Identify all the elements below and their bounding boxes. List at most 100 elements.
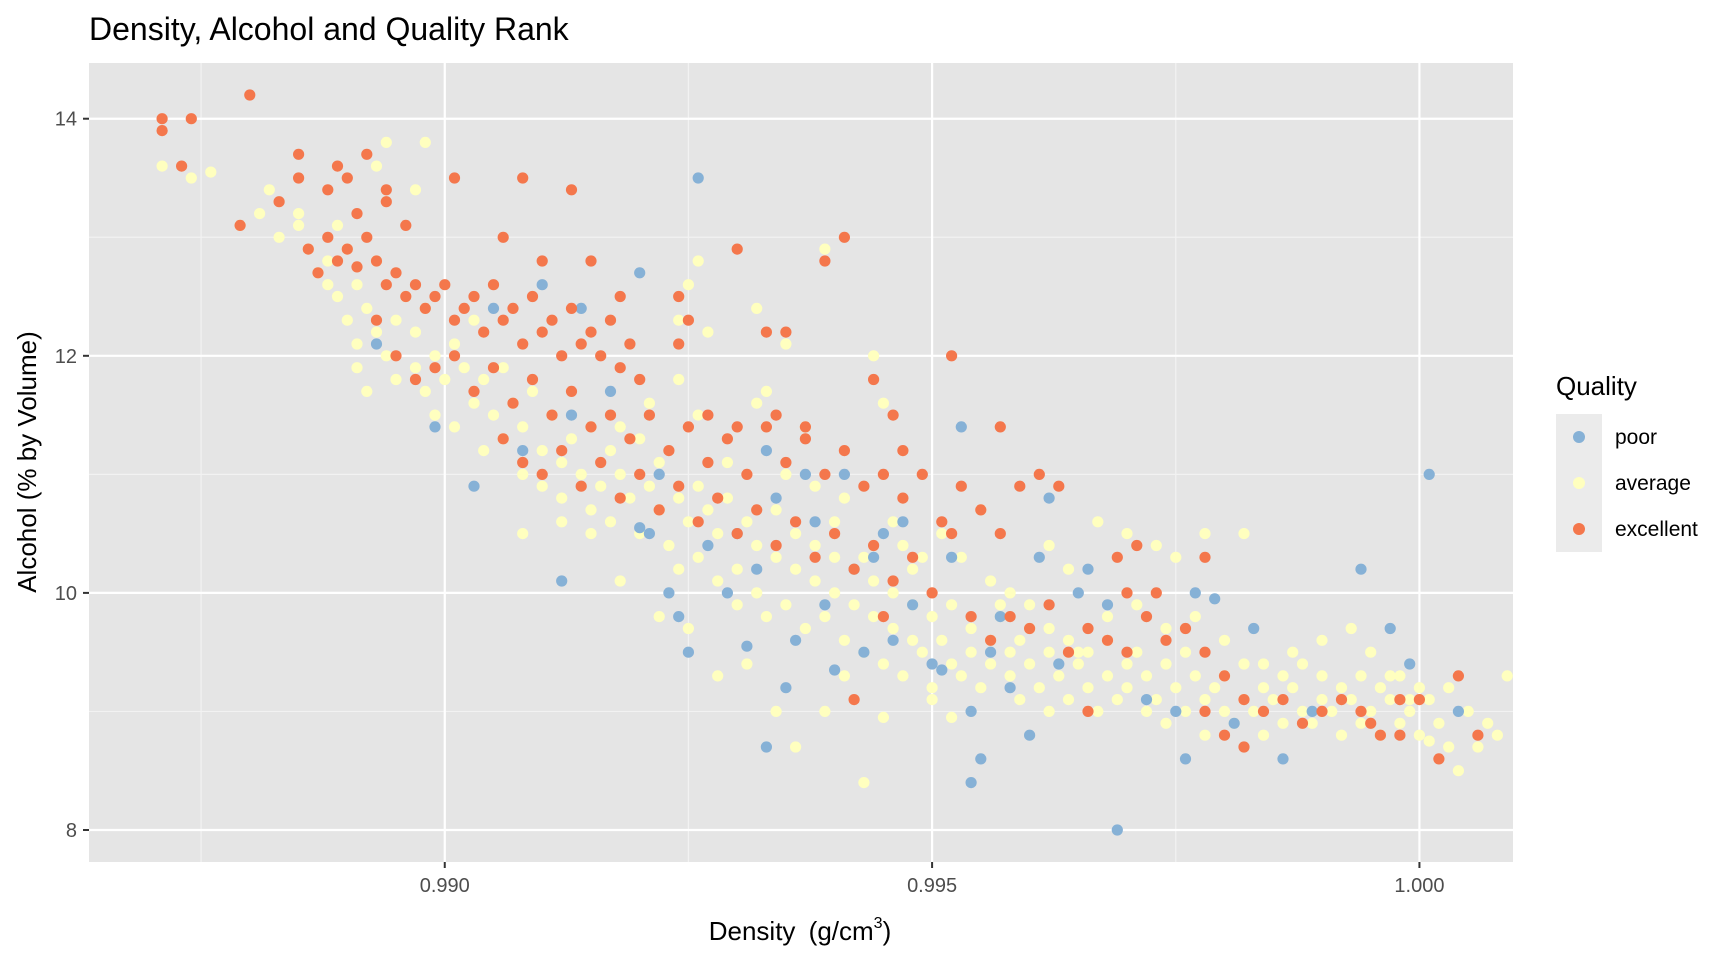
data-point-excellent xyxy=(614,492,626,504)
data-point-poor xyxy=(517,445,529,457)
data-point-average xyxy=(1365,705,1377,718)
data-point-poor xyxy=(575,302,587,314)
data-point-average xyxy=(322,279,334,291)
data-point-poor xyxy=(692,172,704,184)
data-point-average xyxy=(702,326,714,338)
legend-title: Quality xyxy=(1556,371,1637,401)
legend-item-average: average xyxy=(1556,460,1691,506)
plot-panel xyxy=(89,63,1513,862)
data-point-excellent xyxy=(1121,646,1133,658)
data-point-poor xyxy=(536,279,548,291)
data-point-excellent xyxy=(507,397,519,409)
data-point-excellent xyxy=(361,231,373,243)
data-point-average xyxy=(1189,670,1201,682)
data-point-poor xyxy=(838,468,851,480)
data-point-excellent xyxy=(293,148,305,160)
data-point-average xyxy=(1043,705,1055,718)
data-point-excellent xyxy=(487,279,500,291)
data-point-average xyxy=(1423,694,1435,706)
data-point-average xyxy=(556,516,568,528)
data-point-excellent xyxy=(1004,611,1016,623)
data-point-excellent xyxy=(634,373,646,386)
data-point-average xyxy=(887,516,899,528)
data-point-excellent xyxy=(536,255,548,267)
data-point-average xyxy=(907,563,919,575)
data-point-excellent xyxy=(897,492,909,504)
data-point-poor xyxy=(897,516,909,528)
data-point-excellent xyxy=(302,243,314,255)
data-point-excellent xyxy=(868,373,880,386)
points-layer xyxy=(156,89,1513,836)
data-point-excellent xyxy=(585,421,597,433)
data-point-average xyxy=(380,136,392,148)
data-point-average xyxy=(1355,717,1367,729)
data-point-average xyxy=(887,622,899,635)
data-point-average xyxy=(1131,646,1143,658)
data-point-average xyxy=(955,670,967,682)
data-point-average xyxy=(1179,705,1192,718)
data-point-excellent xyxy=(380,196,392,208)
data-point-average xyxy=(1443,741,1455,753)
data-point-average xyxy=(1335,682,1348,694)
data-point-average xyxy=(1462,705,1474,718)
series-poor xyxy=(370,172,1464,836)
data-point-excellent xyxy=(497,231,509,243)
data-point-excellent xyxy=(1394,694,1406,706)
data-point-average xyxy=(643,480,656,492)
data-point-excellent xyxy=(760,326,773,338)
data-point-excellent xyxy=(604,314,617,326)
data-point-average xyxy=(370,160,383,172)
data-point-average xyxy=(1072,646,1084,658)
data-point-average xyxy=(1014,694,1026,706)
data-point-average xyxy=(897,539,909,552)
data-point-average xyxy=(682,516,695,528)
data-point-excellent xyxy=(497,433,509,445)
data-point-average xyxy=(1218,634,1231,646)
data-point-average xyxy=(1053,670,1065,682)
data-point-average xyxy=(1043,646,1055,658)
data-point-excellent xyxy=(877,611,890,623)
data-point-average xyxy=(877,711,890,724)
data-point-excellent xyxy=(517,456,529,469)
data-point-excellent xyxy=(1121,587,1133,599)
data-point-average xyxy=(448,338,461,350)
data-point-excellent xyxy=(293,172,305,184)
data-point-excellent xyxy=(994,528,1006,540)
data-point-poor xyxy=(702,539,714,552)
data-point-average xyxy=(1335,729,1348,741)
data-point-excellent xyxy=(1033,468,1045,480)
data-point-average xyxy=(1043,622,1055,635)
data-point-excellent xyxy=(370,255,383,267)
data-point-excellent xyxy=(838,231,851,243)
data-point-poor xyxy=(770,492,782,504)
data-point-average xyxy=(341,314,353,326)
data-point-average xyxy=(468,397,480,409)
data-point-excellent xyxy=(448,350,461,362)
data-point-average xyxy=(614,468,626,480)
data-point-excellent xyxy=(1238,694,1250,706)
data-point-average xyxy=(536,480,548,492)
data-point-average xyxy=(458,362,470,374)
data-point-excellent xyxy=(507,302,519,314)
data-point-poor xyxy=(955,421,967,433)
data-point-excellent xyxy=(390,350,402,362)
data-point-excellent xyxy=(916,468,928,480)
data-point-average xyxy=(751,587,763,599)
data-point-excellent xyxy=(731,528,743,540)
data-point-excellent xyxy=(1238,741,1250,753)
data-point-average xyxy=(1326,705,1338,718)
data-point-excellent xyxy=(848,563,860,575)
data-point-poor xyxy=(819,599,831,611)
data-point-excellent xyxy=(556,350,568,362)
data-point-excellent xyxy=(868,539,880,552)
data-point-excellent xyxy=(614,362,626,374)
data-point-average xyxy=(565,433,578,445)
data-point-excellent xyxy=(361,148,373,160)
data-point-poor xyxy=(1140,694,1153,706)
data-point-excellent xyxy=(341,172,353,184)
data-point-excellent xyxy=(653,504,665,516)
data-point-excellent xyxy=(887,575,899,587)
data-point-excellent xyxy=(673,290,685,303)
legend-key-excellent xyxy=(1573,523,1585,535)
data-point-average xyxy=(380,350,392,362)
